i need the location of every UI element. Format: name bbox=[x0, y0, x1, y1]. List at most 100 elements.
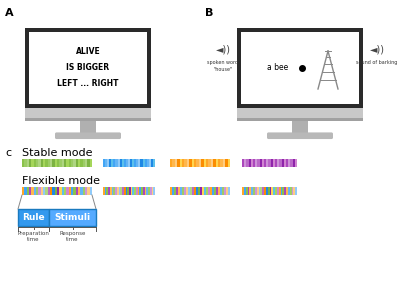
Bar bbox=[55, 187, 57, 195]
Bar bbox=[196, 187, 198, 195]
Bar bbox=[90, 187, 92, 195]
Bar bbox=[140, 159, 143, 167]
Bar bbox=[184, 187, 186, 195]
Bar bbox=[87, 159, 90, 167]
Bar bbox=[255, 187, 257, 195]
Bar bbox=[38, 159, 41, 167]
Bar bbox=[24, 159, 27, 167]
Bar bbox=[62, 187, 64, 195]
Bar bbox=[57, 187, 60, 195]
Bar bbox=[224, 187, 226, 195]
Bar bbox=[290, 187, 292, 195]
Bar bbox=[271, 187, 273, 195]
Bar bbox=[136, 159, 138, 167]
Bar bbox=[196, 159, 199, 167]
Text: Preparation
time: Preparation time bbox=[18, 232, 50, 242]
Bar bbox=[134, 159, 136, 167]
Bar bbox=[109, 159, 112, 167]
Bar bbox=[71, 187, 74, 195]
Bar bbox=[143, 187, 145, 195]
Text: ALIVE: ALIVE bbox=[76, 48, 100, 56]
Bar bbox=[206, 187, 208, 195]
Bar bbox=[134, 187, 136, 195]
Bar bbox=[176, 187, 178, 195]
Bar bbox=[64, 159, 66, 167]
Bar bbox=[266, 187, 268, 195]
Bar bbox=[170, 187, 172, 195]
Bar bbox=[107, 159, 110, 167]
Bar bbox=[112, 187, 114, 195]
Bar bbox=[279, 159, 282, 167]
Bar bbox=[29, 32, 147, 104]
Bar bbox=[36, 159, 38, 167]
Bar bbox=[117, 187, 119, 195]
Bar bbox=[293, 187, 295, 195]
Bar bbox=[122, 159, 124, 167]
Bar bbox=[138, 187, 140, 195]
Bar bbox=[114, 187, 115, 195]
Bar bbox=[292, 121, 308, 134]
Bar bbox=[220, 159, 223, 167]
Bar bbox=[204, 159, 206, 167]
Bar bbox=[226, 187, 228, 195]
Bar bbox=[124, 187, 126, 195]
Bar bbox=[48, 187, 50, 195]
Bar bbox=[222, 187, 224, 195]
Bar bbox=[271, 159, 273, 167]
Bar bbox=[83, 159, 85, 167]
Bar bbox=[150, 187, 152, 195]
Bar bbox=[268, 159, 271, 167]
Bar bbox=[87, 187, 90, 195]
Bar bbox=[66, 159, 69, 167]
Bar bbox=[25, 28, 151, 108]
Bar bbox=[128, 159, 130, 167]
Bar bbox=[286, 159, 288, 167]
Bar bbox=[36, 187, 38, 195]
Bar bbox=[106, 187, 108, 195]
Bar bbox=[244, 159, 246, 167]
Bar bbox=[145, 159, 147, 167]
Bar bbox=[41, 159, 43, 167]
Bar bbox=[105, 159, 107, 167]
Bar bbox=[208, 159, 211, 167]
Bar bbox=[216, 159, 218, 167]
Bar bbox=[145, 187, 146, 195]
Bar bbox=[116, 159, 118, 167]
Bar bbox=[258, 187, 260, 195]
Bar bbox=[175, 159, 178, 167]
Bar bbox=[237, 108, 363, 121]
FancyBboxPatch shape bbox=[267, 132, 333, 139]
Bar bbox=[182, 159, 185, 167]
Text: c: c bbox=[5, 148, 11, 158]
Bar bbox=[43, 187, 46, 195]
Bar bbox=[201, 159, 204, 167]
Bar bbox=[25, 118, 151, 121]
Bar bbox=[208, 187, 210, 195]
Bar bbox=[90, 159, 92, 167]
Bar bbox=[50, 159, 52, 167]
Bar bbox=[138, 159, 141, 167]
Bar bbox=[149, 159, 151, 167]
Bar bbox=[187, 159, 190, 167]
Bar bbox=[264, 159, 266, 167]
Bar bbox=[130, 159, 132, 167]
Bar bbox=[228, 187, 230, 195]
Bar bbox=[66, 187, 69, 195]
Bar bbox=[212, 187, 214, 195]
Bar bbox=[277, 159, 280, 167]
Bar bbox=[172, 187, 174, 195]
Bar bbox=[242, 187, 244, 195]
Text: a bee: a bee bbox=[267, 63, 289, 72]
Bar bbox=[184, 159, 187, 167]
Bar bbox=[286, 187, 288, 195]
Bar bbox=[83, 187, 85, 195]
Bar bbox=[251, 159, 253, 167]
Bar bbox=[248, 187, 250, 195]
Bar bbox=[18, 209, 49, 226]
Bar bbox=[80, 121, 96, 134]
Bar bbox=[262, 187, 264, 195]
Bar bbox=[108, 187, 110, 195]
Bar bbox=[122, 187, 124, 195]
Bar bbox=[126, 187, 128, 195]
Bar bbox=[172, 159, 175, 167]
